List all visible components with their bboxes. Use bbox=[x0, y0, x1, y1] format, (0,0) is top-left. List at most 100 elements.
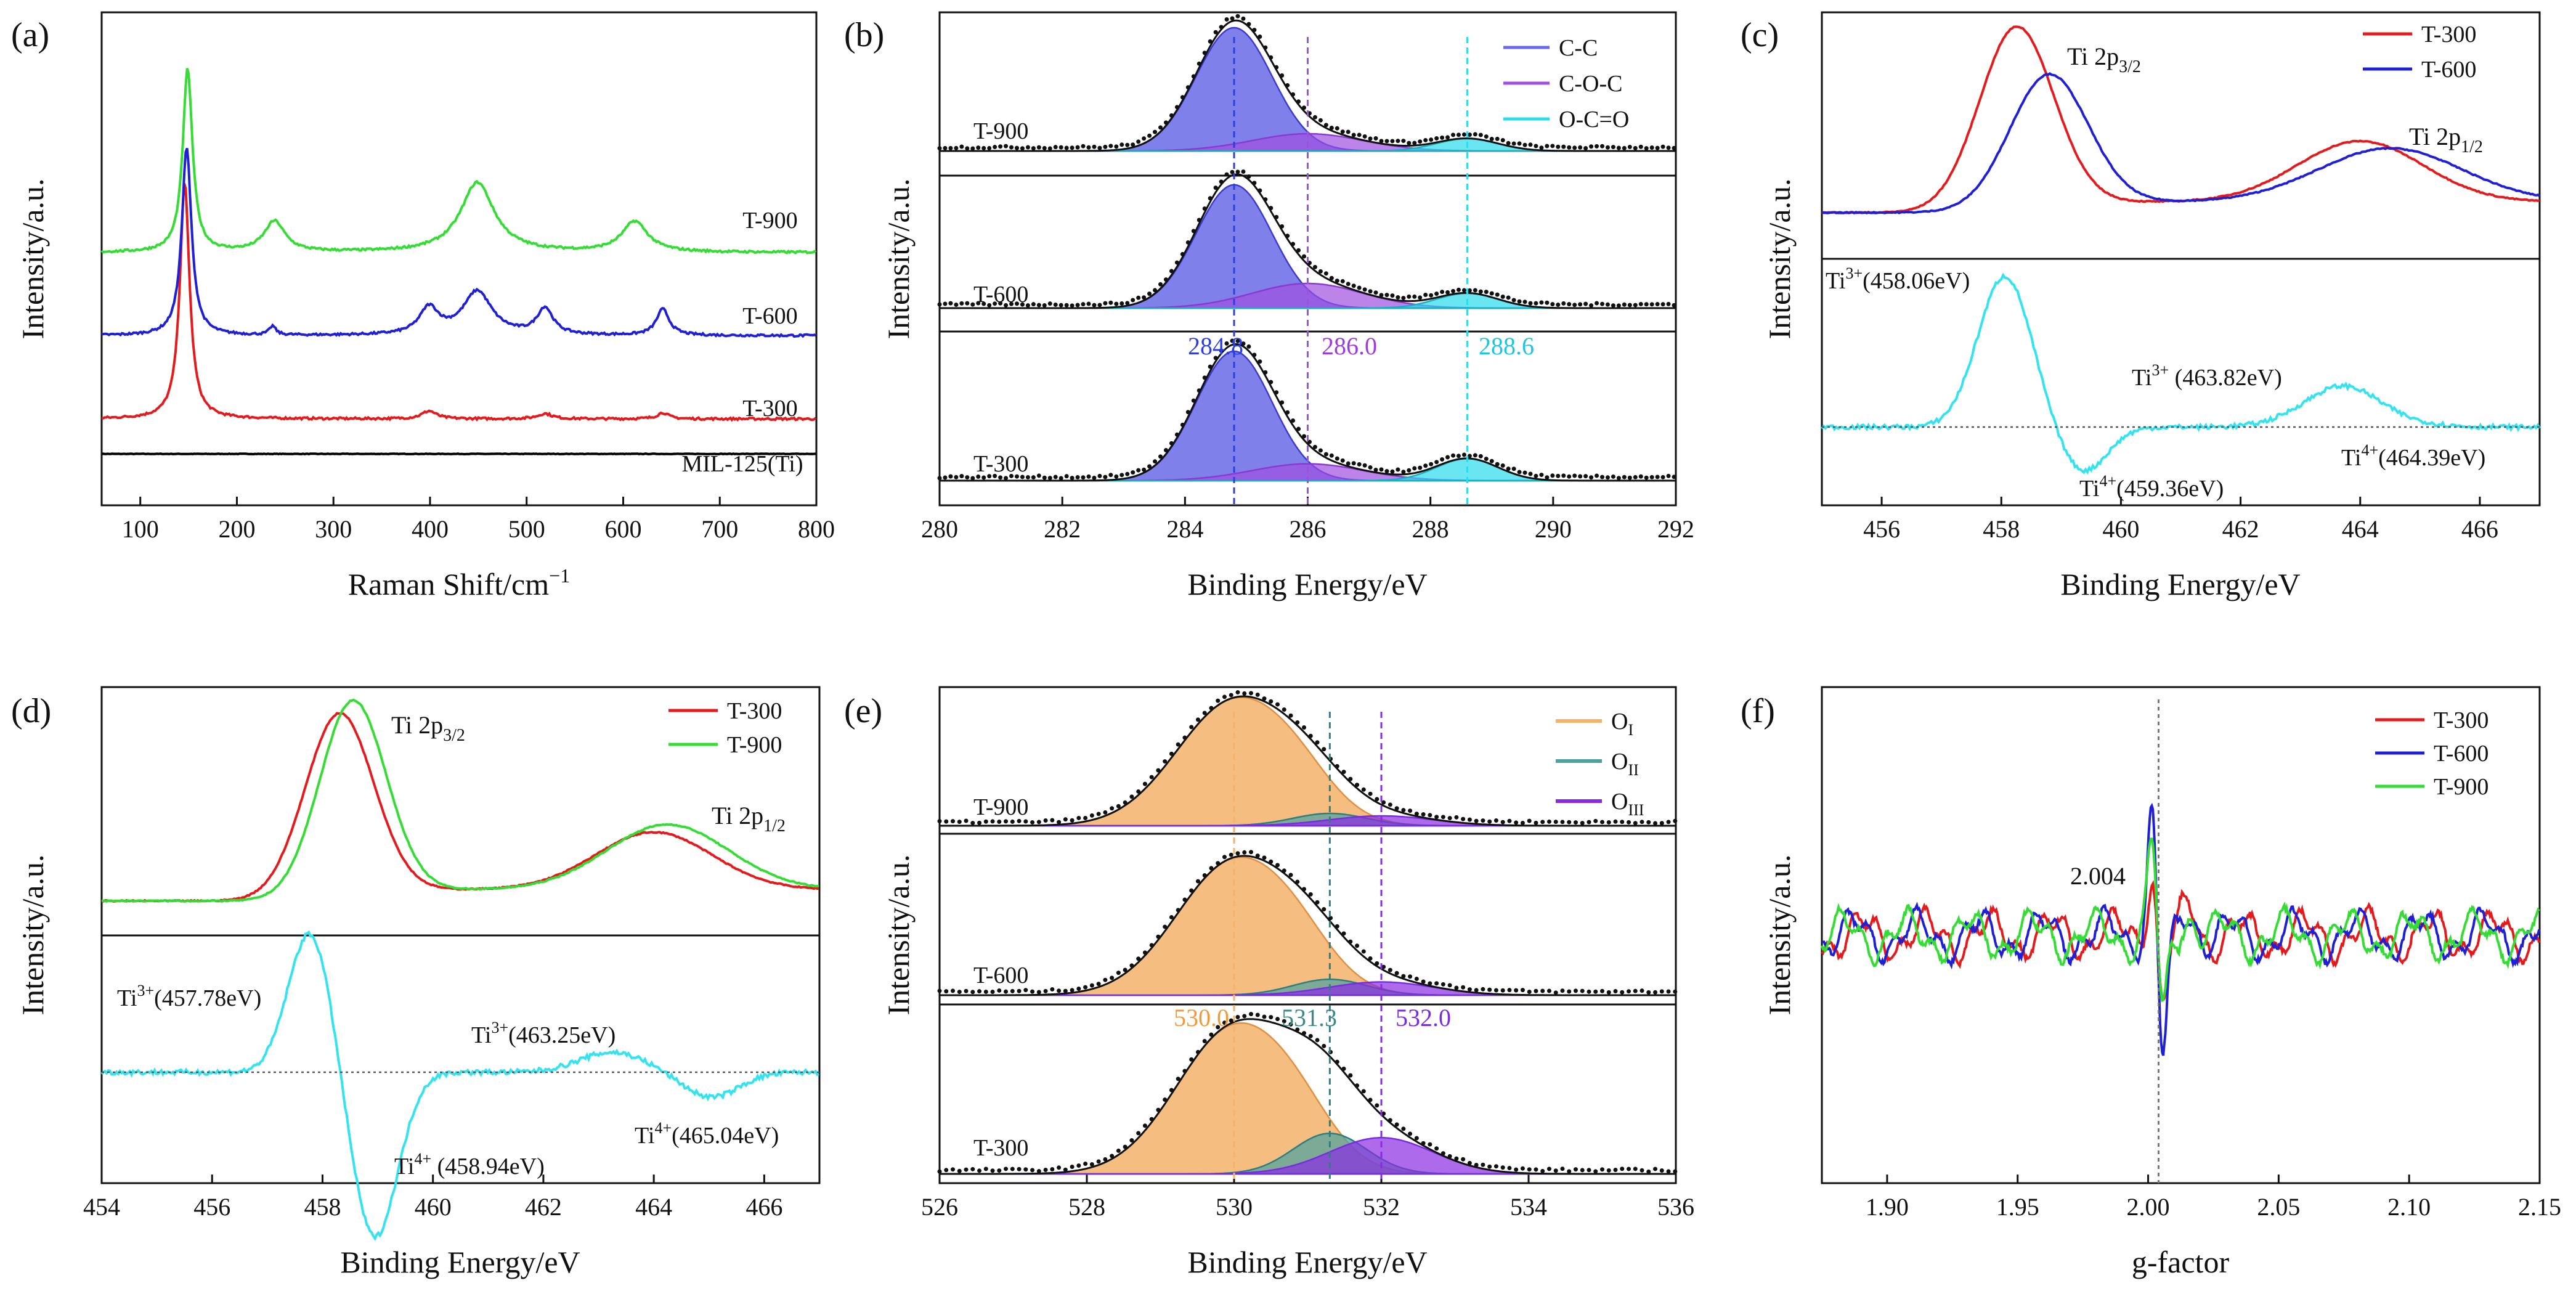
panel-b-s1-point bbox=[1484, 290, 1489, 295]
panel-e-s2-point bbox=[990, 1168, 995, 1173]
panel-b-s0-point bbox=[1241, 16, 1246, 21]
panel-e-s1-point bbox=[1481, 987, 1485, 992]
panel-b-s0-point bbox=[1014, 145, 1019, 150]
panel-e-s1-point bbox=[1328, 916, 1333, 921]
panel-b-s2-point bbox=[1528, 471, 1533, 476]
panel-b-s0-point bbox=[1174, 105, 1179, 110]
panel-e-s2-point bbox=[1136, 1131, 1141, 1136]
panel-b-s1-point bbox=[1522, 299, 1527, 304]
panel-b-s1-point bbox=[1258, 188, 1262, 193]
panel-b-s2-point bbox=[1235, 338, 1240, 343]
panel-d-xtick-label-6: 466 bbox=[746, 1193, 782, 1221]
panel-e-s0-point bbox=[983, 819, 988, 824]
panel-b-s1-point bbox=[993, 301, 997, 306]
panel-e-s1-point bbox=[1587, 989, 1591, 994]
panel-b-s2-point bbox=[1660, 474, 1665, 479]
panel-b-s0-point bbox=[1004, 144, 1009, 149]
panel-b-s2-point bbox=[1020, 474, 1025, 479]
panel-b-s2-point bbox=[998, 475, 1003, 480]
panel-b-s0-point bbox=[1142, 136, 1147, 141]
panel-d-series-1 bbox=[101, 698, 819, 903]
panel-c-ann-ti3b: Ti3+ (463.82eV) bbox=[2132, 361, 2282, 391]
panel-e-s0-point bbox=[1269, 699, 1274, 704]
panel-b-xtick-label-3: 286 bbox=[1290, 515, 1327, 543]
panel-b-s0-point bbox=[1534, 144, 1538, 149]
panel-b-s2-point bbox=[1567, 474, 1572, 479]
panel-b-s2-point bbox=[1600, 474, 1604, 479]
panel-d-ann-ti3b: Ti3+(463.25eV) bbox=[471, 1019, 616, 1048]
panel-a-xtick-label-5: 600 bbox=[604, 515, 641, 543]
panel-e-s1-point bbox=[1639, 988, 1644, 993]
panel-b-s0-point bbox=[1528, 142, 1533, 147]
panel-e-s0-point bbox=[1255, 692, 1260, 697]
panel-b-s0-point bbox=[1335, 126, 1339, 131]
panel-e-s0-point bbox=[1282, 707, 1286, 712]
panel-b-s2-point bbox=[1434, 460, 1439, 465]
panel-b-s0-point bbox=[1153, 129, 1158, 134]
panel-b-s0-point bbox=[1036, 145, 1041, 150]
panel-e-s0-point bbox=[1229, 693, 1233, 698]
panel-e-s0-point bbox=[1408, 808, 1413, 813]
panel-b-s2-point bbox=[1605, 475, 1610, 480]
panel-e-s0-point bbox=[1142, 781, 1147, 786]
panel-e-s2-point bbox=[944, 1168, 949, 1173]
panel-e-peak-label-1: 530.0 bbox=[1174, 1004, 1229, 1032]
panel-b-s2-point bbox=[1274, 390, 1279, 395]
panel-d-ann-p32: Ti 2p3/2 bbox=[391, 711, 465, 745]
panel-b-s0-point bbox=[1053, 145, 1058, 150]
panel-e-s0-point bbox=[1573, 820, 1578, 825]
panel-b-s2-point bbox=[1484, 457, 1489, 462]
panel-e-s2-point bbox=[1361, 1089, 1366, 1094]
panel-b-s2-point bbox=[1550, 473, 1555, 478]
panel-e-s2-point bbox=[1322, 1043, 1327, 1048]
panel-d-ann-ti4b: Ti4+(465.04eV) bbox=[635, 1119, 779, 1149]
panel-e-s2-point bbox=[1089, 1162, 1094, 1167]
panel-e-s1-point bbox=[1282, 868, 1286, 873]
panel-b-s2-point bbox=[1445, 455, 1450, 460]
panel-b-s1-point bbox=[1500, 295, 1505, 299]
panel-a-xtick-label-1: 200 bbox=[218, 515, 255, 543]
panel-b-s0-point bbox=[1047, 146, 1052, 151]
panel-e-s0-point bbox=[1089, 813, 1094, 818]
panel-b-s1-point bbox=[1545, 300, 1550, 305]
panel-b-s1-point bbox=[1241, 169, 1246, 174]
panel-b-s1-point bbox=[1556, 303, 1561, 307]
panel-b-s0-point bbox=[1368, 136, 1373, 141]
panel-e-s1-point bbox=[1527, 989, 1532, 994]
panel-b-s2-point bbox=[1539, 473, 1544, 478]
panel-b-s2-point bbox=[1362, 463, 1367, 468]
panel-e-s0-point bbox=[1057, 820, 1062, 825]
panel-e-s1-point bbox=[1222, 855, 1227, 860]
ticks-layer: 100 200 300 400 500 600 700 800 280 282 284 286 288 2… bbox=[83, 497, 2561, 1221]
panel-b-s2-point bbox=[1561, 473, 1566, 478]
panel-e-s1-point bbox=[1606, 990, 1611, 995]
panel-b-s2-point bbox=[1672, 474, 1676, 479]
panel-a-label-mil: MIL-125(Ti) bbox=[681, 451, 803, 477]
panel-e-s1-point bbox=[1335, 924, 1339, 929]
panel-b-s0-point bbox=[1070, 145, 1075, 150]
panel-d-label: (d) bbox=[11, 692, 51, 730]
panel-b-s0-point bbox=[1556, 144, 1561, 149]
panel-a-xlabel: Raman Shift/cm−1 bbox=[348, 564, 570, 601]
panel-e-s2-point bbox=[1076, 1163, 1081, 1168]
panel-b-s2-point bbox=[1572, 473, 1577, 478]
panel-b-s2-point bbox=[1042, 475, 1047, 480]
panel-e-s0-point bbox=[1606, 820, 1611, 825]
panel-b-s2-point bbox=[1418, 465, 1423, 470]
panel-e-s0-point bbox=[1461, 816, 1466, 821]
panel-e-s0-point bbox=[1567, 820, 1572, 825]
panel-b-legend-label-coc: C-O-C bbox=[1559, 71, 1622, 97]
panel-e-s0-point bbox=[1434, 815, 1439, 820]
panel-e-s0-point bbox=[1023, 819, 1028, 824]
panel-b-s0-point bbox=[1511, 141, 1516, 146]
panel-e-s1-point bbox=[1209, 866, 1214, 871]
panel-b-s1-point bbox=[1086, 301, 1091, 306]
panel-c-xlabel: Binding Energy/eV bbox=[2060, 567, 2300, 601]
panel-e-s0-point bbox=[1070, 818, 1075, 823]
panel-e-s1-point bbox=[1474, 988, 1479, 993]
panel-b-s1-point bbox=[1163, 277, 1168, 282]
panel-e-s1-point bbox=[970, 990, 975, 995]
panel-b-s2-point bbox=[1467, 454, 1472, 458]
panel-e-s2-point bbox=[997, 1168, 1002, 1173]
panel-b-s1-point bbox=[1219, 179, 1224, 184]
